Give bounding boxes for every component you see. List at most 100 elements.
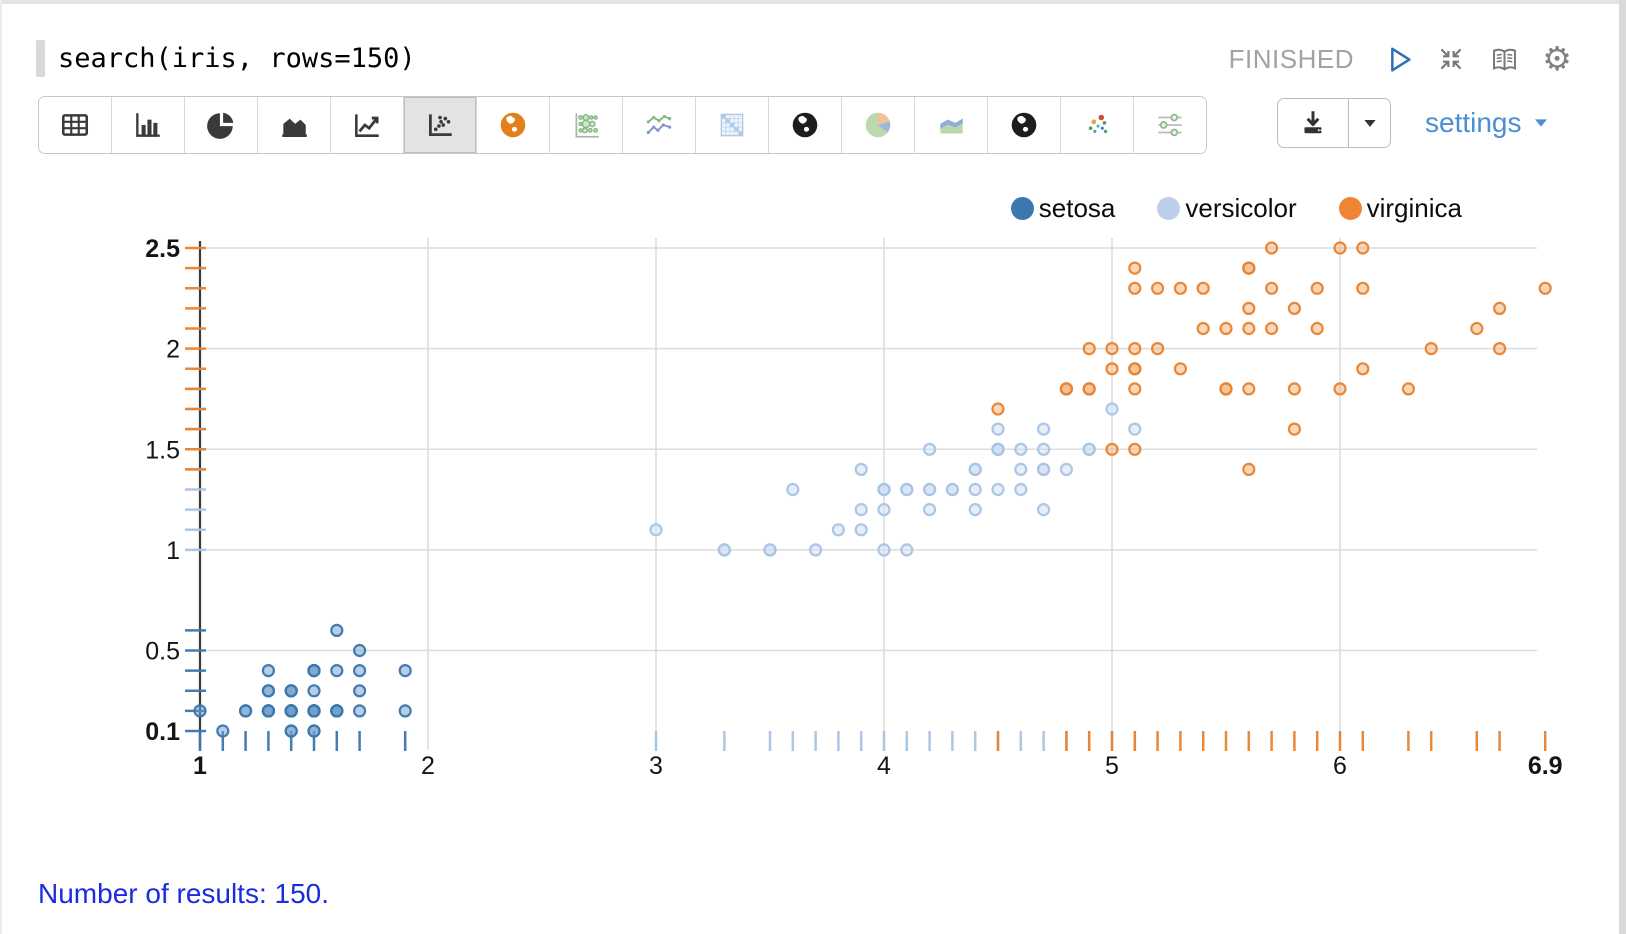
data-point-versicolor[interactable]: [922, 482, 937, 497]
chart-type-pie-chart-button[interactable]: [185, 97, 258, 153]
legend-item-setosa[interactable]: setosa: [1010, 193, 1115, 224]
chart-type-pie-colored-button[interactable]: [842, 97, 915, 153]
data-point-virginica[interactable]: [1310, 281, 1324, 295]
data-point-versicolor[interactable]: [945, 482, 960, 497]
data-point-virginica[interactable]: [1242, 321, 1256, 336]
data-point-virginica[interactable]: [1356, 241, 1370, 255]
data-point-virginica[interactable]: [1264, 321, 1279, 336]
data-point-virginica[interactable]: [1310, 321, 1324, 336]
data-point-setosa[interactable]: [307, 704, 321, 718]
chart-type-facet-settings-button[interactable]: [1134, 97, 1206, 153]
settings-dropdown[interactable]: settings: [1425, 107, 1553, 139]
data-point-virginica[interactable]: [1196, 281, 1210, 295]
data-point-versicolor[interactable]: [1036, 462, 1051, 476]
data-point-setosa[interactable]: [353, 664, 367, 678]
run-button[interactable]: [1381, 42, 1415, 76]
data-point-versicolor[interactable]: [808, 543, 823, 557]
data-point-virginica[interactable]: [1150, 281, 1165, 295]
data-point-setosa[interactable]: [284, 724, 298, 738]
download-button[interactable]: [1278, 99, 1349, 147]
data-point-setosa[interactable]: [398, 664, 412, 678]
data-point-virginica[interactable]: [1264, 281, 1279, 295]
data-point-virginica[interactable]: [1082, 341, 1096, 356]
data-point-virginica[interactable]: [1538, 281, 1552, 295]
chart-type-area-colored-button[interactable]: [915, 97, 988, 153]
data-point-versicolor[interactable]: [968, 482, 982, 497]
data-point-setosa[interactable]: [307, 664, 321, 678]
data-point-setosa[interactable]: [330, 623, 344, 637]
data-point-versicolor[interactable]: [854, 462, 868, 476]
data-point-virginica[interactable]: [1059, 382, 1074, 396]
data-point-versicolor[interactable]: [1014, 442, 1028, 456]
data-point-setosa[interactable]: [284, 704, 298, 718]
data-point-virginica[interactable]: [1128, 261, 1142, 275]
data-point-versicolor[interactable]: [717, 543, 732, 557]
data-point-versicolor[interactable]: [831, 523, 846, 537]
data-point-versicolor[interactable]: [900, 543, 914, 557]
data-point-versicolor[interactable]: [1059, 462, 1074, 476]
data-point-virginica[interactable]: [1264, 241, 1279, 255]
data-point-versicolor[interactable]: [991, 482, 1005, 497]
data-point-virginica[interactable]: [1242, 462, 1256, 476]
data-point-versicolor[interactable]: [922, 503, 937, 517]
data-point-setosa[interactable]: [284, 684, 298, 698]
data-point-virginica[interactable]: [1333, 382, 1347, 396]
data-point-versicolor[interactable]: [786, 482, 800, 497]
data-point-virginica[interactable]: [1128, 442, 1142, 456]
data-point-virginica[interactable]: [991, 402, 1005, 416]
chart-type-line-chart-button[interactable]: [331, 97, 404, 153]
data-point-virginica[interactable]: [1196, 321, 1210, 336]
docs-button[interactable]: [1487, 42, 1521, 76]
download-menu-button[interactable]: [1349, 99, 1390, 147]
data-point-versicolor[interactable]: [1036, 503, 1051, 517]
data-point-setosa[interactable]: [239, 704, 253, 718]
data-point-versicolor[interactable]: [991, 442, 1005, 456]
data-point-setosa[interactable]: [398, 704, 412, 718]
legend-item-virginica[interactable]: virginica: [1338, 193, 1462, 224]
legend-item-versicolor[interactable]: versicolor: [1157, 193, 1297, 224]
data-point-virginica[interactable]: [1242, 261, 1256, 275]
data-point-virginica[interactable]: [1219, 382, 1233, 396]
data-point-setosa[interactable]: [330, 704, 344, 718]
data-point-setosa[interactable]: [193, 704, 207, 718]
data-point-virginica[interactable]: [1173, 281, 1188, 295]
data-point-virginica[interactable]: [1401, 382, 1416, 396]
data-point-versicolor[interactable]: [854, 503, 868, 517]
chart-type-bar-chart-button[interactable]: [112, 97, 185, 153]
data-point-setosa[interactable]: [330, 664, 344, 678]
chart-type-map-dark-2-button[interactable]: [988, 97, 1061, 153]
data-point-setosa[interactable]: [307, 724, 321, 738]
data-point-setosa[interactable]: [353, 643, 367, 658]
data-point-setosa[interactable]: [216, 724, 230, 738]
gear-button[interactable]: ⚙: [1540, 42, 1574, 76]
data-point-versicolor[interactable]: [1105, 402, 1119, 416]
data-point-virginica[interactable]: [1242, 301, 1256, 316]
data-point-versicolor[interactable]: [1128, 422, 1142, 436]
chart-type-heatmap-button[interactable]: [696, 97, 769, 153]
data-point-virginica[interactable]: [1470, 321, 1484, 336]
data-point-versicolor[interactable]: [763, 543, 777, 557]
data-point-virginica[interactable]: [1128, 362, 1142, 376]
data-point-virginica[interactable]: [1219, 321, 1233, 336]
data-point-versicolor[interactable]: [854, 523, 868, 537]
data-point-virginica[interactable]: [1287, 301, 1302, 316]
data-point-virginica[interactable]: [1333, 241, 1347, 255]
chart-type-map-dark-1-button[interactable]: [769, 97, 842, 153]
data-point-versicolor[interactable]: [968, 503, 982, 517]
data-point-setosa[interactable]: [261, 684, 275, 698]
data-point-virginica[interactable]: [1105, 341, 1119, 356]
query-input[interactable]: search(iris, rows=150): [58, 43, 416, 74]
chart-type-table-button[interactable]: [39, 97, 112, 153]
data-point-virginica[interactable]: [1492, 341, 1507, 356]
data-point-virginica[interactable]: [1173, 362, 1188, 376]
data-point-setosa[interactable]: [353, 704, 367, 718]
data-point-setosa[interactable]: [261, 664, 275, 678]
data-point-versicolor[interactable]: [1036, 422, 1051, 436]
data-point-versicolor[interactable]: [991, 422, 1005, 436]
data-point-virginica[interactable]: [1082, 382, 1096, 396]
chart-type-scatter-colored-button[interactable]: [1061, 97, 1134, 153]
data-point-virginica[interactable]: [1150, 341, 1165, 356]
data-point-virginica[interactable]: [1492, 301, 1507, 316]
data-point-virginica[interactable]: [1356, 281, 1370, 295]
data-point-setosa[interactable]: [353, 684, 367, 698]
